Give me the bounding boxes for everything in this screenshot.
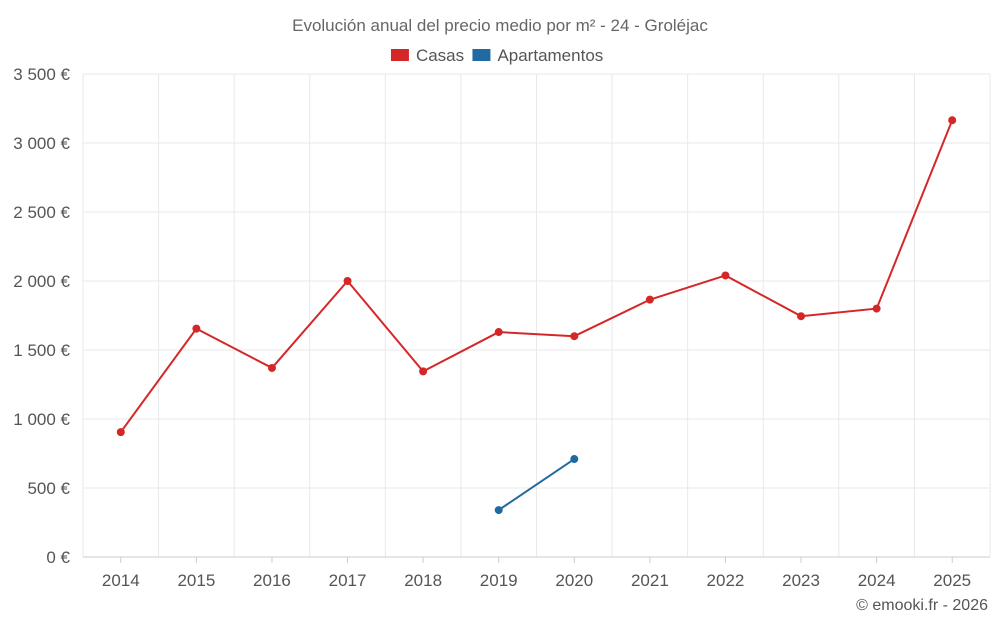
series-line-apartamentos — [498, 458, 575, 511]
credit-text: © emooki.fr - 2026 — [856, 597, 988, 614]
y-axis: 0 € 500 € 1 000 € 1 500 € 2 000 € 2 500 € 3 00… — [13, 65, 70, 567]
x-axis: 2014 2015 2016 2017 2018 2019 2020 2021 2022 2023… — [83, 556, 990, 590]
y-tick-label: 500 € — [27, 479, 70, 498]
x-tick-label: 2016 — [253, 571, 291, 590]
legend: Casas Apartamentos — [390, 46, 603, 65]
x-tick-label: 2022 — [707, 571, 745, 590]
y-tick-label: 3 500 € — [13, 65, 70, 84]
x-tick-label: 2024 — [858, 571, 896, 590]
x-tick-label: 2014 — [102, 571, 140, 590]
chart-title: Evolución anual del precio medio por m² … — [292, 16, 708, 35]
x-tick-label: 2025 — [933, 571, 971, 590]
x-tick-label: 2023 — [782, 571, 820, 590]
data-point-casas[interactable] — [797, 312, 806, 321]
y-tick-label: 0 € — [46, 548, 70, 567]
legend-swatch — [390, 49, 409, 61]
data-point-casas[interactable] — [192, 324, 201, 333]
x-tick-label: 2017 — [329, 571, 367, 590]
data-point-casas[interactable] — [645, 295, 654, 304]
y-tick-label: 1 500 € — [13, 341, 70, 360]
legend-item-apartamentos[interactable]: Apartamentos — [472, 46, 603, 65]
x-tick-label: 2015 — [177, 571, 215, 590]
legend-label: Apartamentos — [497, 46, 603, 65]
data-point-casas[interactable] — [872, 304, 881, 313]
data-point-casas[interactable] — [570, 332, 579, 341]
x-tick-label: 2019 — [480, 571, 518, 590]
data-point-casas[interactable] — [267, 363, 276, 372]
y-tick-label: 2 500 € — [13, 203, 70, 222]
x-tick-label: 2021 — [631, 571, 669, 590]
data-point-casas[interactable] — [116, 428, 125, 437]
data-point-apartamentos[interactable] — [494, 506, 503, 515]
legend-item-casas[interactable]: Casas — [390, 46, 464, 65]
x-tick-label: 2018 — [404, 571, 442, 590]
legend-swatch — [472, 49, 491, 61]
grid — [82, 73, 991, 558]
data-point-casas[interactable] — [494, 328, 503, 337]
y-tick-label: 2 000 € — [13, 272, 70, 291]
data-point-apartamentos[interactable] — [570, 455, 579, 464]
legend-label: Casas — [416, 46, 464, 65]
series-line-casas — [119, 119, 954, 433]
y-tick-label: 1 000 € — [13, 410, 70, 429]
data-point-casas[interactable] — [343, 277, 352, 285]
data-point-casas[interactable] — [721, 271, 730, 280]
data-point-casas[interactable] — [419, 367, 428, 376]
x-tick-label: 2020 — [555, 571, 593, 590]
series-layer — [116, 116, 957, 515]
y-tick-label: 3 000 € — [13, 134, 70, 153]
data-point-casas[interactable] — [948, 116, 957, 125]
